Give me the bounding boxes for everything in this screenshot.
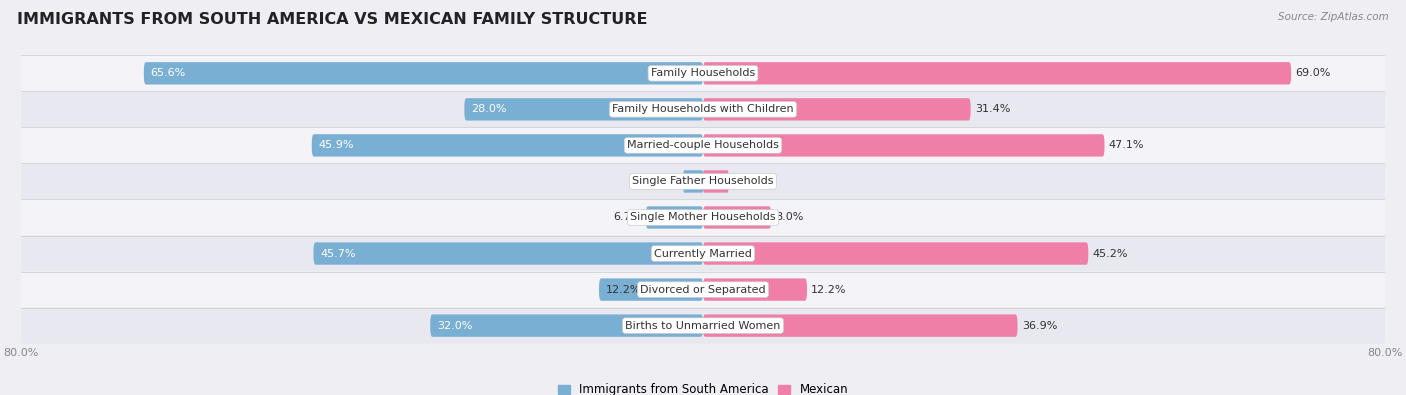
Text: Births to Unmarried Women: Births to Unmarried Women: [626, 321, 780, 331]
Text: 3.0%: 3.0%: [733, 177, 761, 186]
Text: Married-couple Households: Married-couple Households: [627, 140, 779, 150]
FancyBboxPatch shape: [703, 206, 772, 229]
Text: 31.4%: 31.4%: [974, 104, 1011, 115]
FancyBboxPatch shape: [21, 272, 1385, 308]
Text: 45.9%: 45.9%: [319, 140, 354, 150]
Text: Currently Married: Currently Married: [654, 248, 752, 259]
FancyBboxPatch shape: [143, 62, 703, 85]
FancyBboxPatch shape: [21, 164, 1385, 199]
Text: 12.2%: 12.2%: [606, 284, 641, 295]
Text: 69.0%: 69.0%: [1295, 68, 1331, 78]
Text: 12.2%: 12.2%: [811, 284, 846, 295]
FancyBboxPatch shape: [683, 170, 703, 193]
Text: 36.9%: 36.9%: [1022, 321, 1057, 331]
FancyBboxPatch shape: [21, 308, 1385, 344]
Text: 8.0%: 8.0%: [776, 213, 804, 222]
FancyBboxPatch shape: [703, 62, 1291, 85]
Text: 45.2%: 45.2%: [1092, 248, 1128, 259]
Text: 6.7%: 6.7%: [613, 213, 641, 222]
Text: 28.0%: 28.0%: [471, 104, 506, 115]
Legend: Immigrants from South America, Mexican: Immigrants from South America, Mexican: [553, 379, 853, 395]
FancyBboxPatch shape: [21, 235, 1385, 272]
FancyBboxPatch shape: [312, 134, 703, 156]
FancyBboxPatch shape: [21, 55, 1385, 91]
Text: Single Mother Households: Single Mother Households: [630, 213, 776, 222]
FancyBboxPatch shape: [314, 243, 703, 265]
Text: Family Households: Family Households: [651, 68, 755, 78]
Text: Family Households with Children: Family Households with Children: [612, 104, 794, 115]
FancyBboxPatch shape: [703, 243, 1088, 265]
Text: Divorced or Separated: Divorced or Separated: [640, 284, 766, 295]
FancyBboxPatch shape: [645, 206, 703, 229]
FancyBboxPatch shape: [21, 128, 1385, 164]
Text: IMMIGRANTS FROM SOUTH AMERICA VS MEXICAN FAMILY STRUCTURE: IMMIGRANTS FROM SOUTH AMERICA VS MEXICAN…: [17, 12, 647, 27]
FancyBboxPatch shape: [703, 134, 1105, 156]
FancyBboxPatch shape: [703, 98, 970, 120]
Text: 32.0%: 32.0%: [437, 321, 472, 331]
FancyBboxPatch shape: [430, 314, 703, 337]
Text: Single Father Households: Single Father Households: [633, 177, 773, 186]
Text: 47.1%: 47.1%: [1109, 140, 1144, 150]
Text: Source: ZipAtlas.com: Source: ZipAtlas.com: [1278, 12, 1389, 22]
Text: 65.6%: 65.6%: [150, 68, 186, 78]
FancyBboxPatch shape: [21, 199, 1385, 235]
Text: 2.3%: 2.3%: [651, 177, 679, 186]
FancyBboxPatch shape: [703, 170, 728, 193]
FancyBboxPatch shape: [703, 314, 1018, 337]
Text: 45.7%: 45.7%: [321, 248, 356, 259]
FancyBboxPatch shape: [703, 278, 807, 301]
FancyBboxPatch shape: [21, 91, 1385, 128]
FancyBboxPatch shape: [599, 278, 703, 301]
FancyBboxPatch shape: [464, 98, 703, 120]
